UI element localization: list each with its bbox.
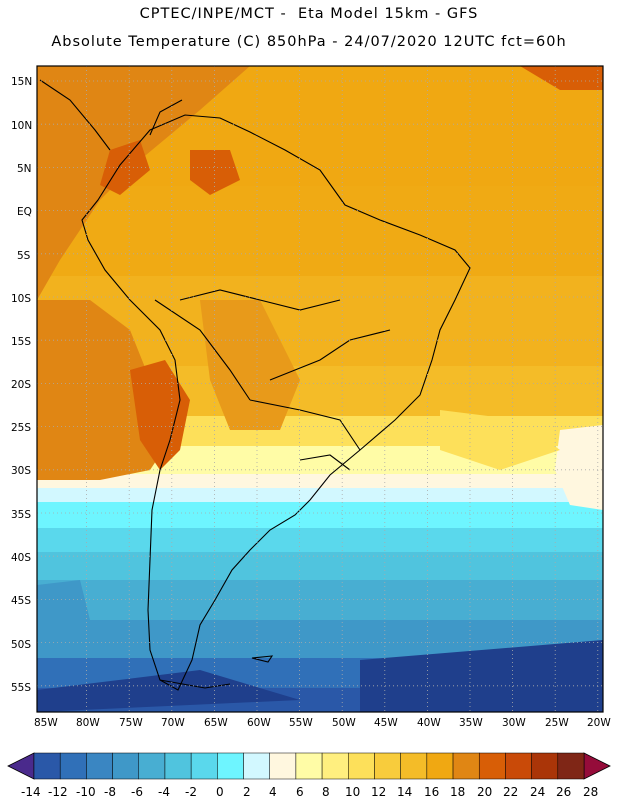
- color-bar-swatch: [33, 752, 61, 780]
- legend-label: 20: [477, 785, 492, 799]
- lon-label: 50W: [332, 717, 356, 729]
- lon-label: 80W: [76, 717, 100, 729]
- lat-label: 40S: [11, 552, 31, 564]
- map-frame: [36, 65, 604, 713]
- legend-label: -2: [185, 785, 197, 799]
- lat-label: 25S: [11, 422, 31, 434]
- lon-label: 45W: [374, 717, 398, 729]
- color-bar: [7, 752, 611, 780]
- lat-label: 5S: [17, 250, 31, 262]
- color-bar-swatch: [86, 752, 113, 780]
- lat-label: 5N: [17, 163, 32, 175]
- legend-label: -10: [76, 785, 96, 799]
- lon-label: 20W: [587, 717, 611, 729]
- color-bar-labels: -14 -12 -10 -8 -6 -4 -2 0 2 4 6 8 10 12 …: [21, 785, 598, 799]
- color-bar-swatch: [321, 752, 349, 780]
- legend-label: -6: [131, 785, 143, 799]
- lon-label: 40W: [417, 717, 441, 729]
- lat-label: 55S: [11, 682, 31, 694]
- color-bar-swatch: [217, 752, 244, 780]
- legend-label: -12: [48, 785, 68, 799]
- legend-label: -8: [104, 785, 116, 799]
- lon-label: 85W: [34, 717, 58, 729]
- color-bar-swatch: [531, 752, 559, 780]
- lat-label: 15S: [11, 336, 31, 348]
- legend-label: 4: [269, 785, 277, 799]
- color-bar-swatch: [557, 752, 585, 780]
- color-bar-swatch: [374, 752, 401, 780]
- legend-label: 22: [503, 785, 518, 799]
- legend-label: 24: [530, 785, 545, 799]
- color-bar-swatch: [243, 752, 270, 780]
- lat-axis: 15N 10N 5N EQ 5S 10S 15S 20S 25S 30S 35S…: [11, 76, 32, 694]
- legend-label: 14: [397, 785, 412, 799]
- lat-label: 35S: [11, 509, 31, 521]
- legend-label: -4: [158, 785, 170, 799]
- color-bar-swatch: [59, 752, 87, 780]
- lon-label: 70W: [161, 717, 185, 729]
- legend-label: 18: [450, 785, 465, 799]
- lat-label: 50S: [11, 639, 31, 651]
- color-bar-low-arrow: [7, 752, 35, 780]
- legend-label: 2: [243, 785, 251, 799]
- color-bar-swatch: [190, 752, 218, 780]
- temperature-field: [37, 66, 603, 712]
- lat-label: EQ: [17, 206, 32, 218]
- lat-label: 45S: [11, 595, 31, 607]
- color-bar-swatch: [426, 752, 454, 780]
- lon-label: 30W: [502, 717, 526, 729]
- color-bar-swatch: [112, 752, 140, 780]
- color-bar-swatch: [478, 752, 506, 780]
- color-bar-swatch: [348, 752, 375, 780]
- lon-label: 75W: [119, 717, 143, 729]
- color-bar-swatch: [400, 752, 428, 780]
- color-bar-swatch: [452, 752, 480, 780]
- legend-label: 0: [216, 785, 224, 799]
- lon-axis: 85W 80W 75W 70W 65W 60W 55W 50W 45W 40W …: [34, 717, 611, 729]
- lat-label: 15N: [11, 76, 32, 88]
- lon-label: 60W: [247, 717, 271, 729]
- legend-label: 16: [424, 785, 439, 799]
- legend-label: 6: [296, 785, 304, 799]
- color-bar-swatch: [164, 752, 192, 780]
- lon-label: 35W: [459, 717, 483, 729]
- lon-label: 55W: [289, 717, 313, 729]
- coastlines: [39, 79, 471, 691]
- color-bar-swatch: [138, 752, 166, 780]
- chart-title: CPTEC/INPE/MCT - Eta Model 15km - GFS: [139, 6, 479, 22]
- legend-label: -14: [21, 785, 41, 799]
- lat-label: 30S: [11, 465, 31, 477]
- legend-label: 8: [322, 785, 330, 799]
- lon-label: 25W: [545, 717, 569, 729]
- color-bar-swatch: [295, 752, 323, 780]
- legend-label: 26: [556, 785, 571, 799]
- chart-subtitle: Absolute Temperature (C) 850hPa - 24/07/…: [51, 34, 567, 50]
- legend-label: 28: [583, 785, 598, 799]
- lon-label: 65W: [204, 717, 228, 729]
- lat-label: 10N: [11, 120, 32, 132]
- lat-label: 20S: [11, 379, 31, 391]
- color-bar-high-arrow: [583, 752, 611, 780]
- legend-label: 10: [345, 785, 360, 799]
- color-bar-swatch: [269, 752, 297, 780]
- lat-label: 10S: [11, 293, 31, 305]
- color-bar-swatch: [505, 752, 532, 780]
- legend-label: 12: [371, 785, 386, 799]
